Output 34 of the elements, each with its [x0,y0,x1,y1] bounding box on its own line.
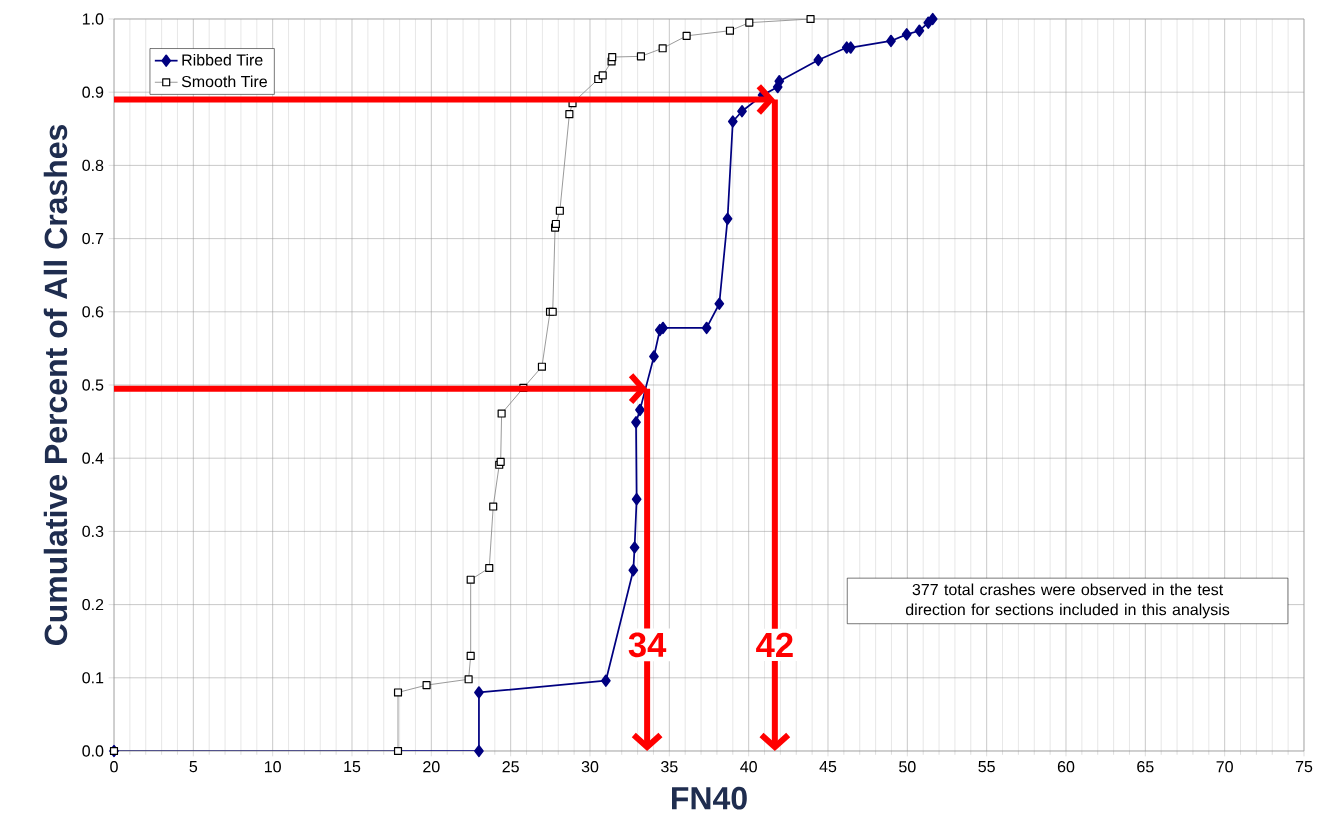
x-tick-label: 40 [740,761,757,773]
y-tick-label: 0.8 [82,159,104,172]
y-tick-label: 0.7 [82,232,104,245]
x-tick-label: 35 [661,761,678,773]
y-tick-label: 0.3 [82,525,104,538]
y-tick-label: 0.1 [82,672,104,684]
x-tick-label: 5 [189,761,198,773]
legend-label: Ribbed Tire [182,53,263,66]
y-axis-title: Cumulative Percent of All Crashes [43,124,68,646]
x-tick-label: 65 [1137,761,1154,773]
x-tick-label: 70 [1216,761,1233,773]
x-tick-label: 60 [1057,761,1075,773]
ref-line-label: 34 [628,632,667,658]
annotation: 377 total crashes were observed in the test direction for sections included in this analysis [905,583,1230,619]
y-tick-label: 1.0 [82,13,104,25]
y-tick-label: 0.6 [82,306,104,318]
y-tick-label: 0.2 [82,598,104,611]
x-tick-label: 30 [581,761,599,773]
x-tick-label: 20 [423,761,440,773]
x-tick-label: 50 [899,761,916,773]
y-tick-label: 0.5 [82,379,104,391]
x-tick-label: 25 [502,761,519,773]
x-tick-label: 45 [819,761,837,773]
y-tick-label: 0.4 [82,452,104,464]
y-tick-label: 0.9 [82,86,104,98]
legend-label: Smooth Tire [181,75,267,88]
x-tick-label: 15 [344,761,361,773]
y-tick-label: 0.0 [82,745,104,757]
x-tick-label: 75 [1295,761,1313,773]
x-axis-title: FN40 [672,786,747,810]
x-tick-label: 55 [978,761,995,773]
ref-line-label: 42 [756,632,793,657]
x-tick-label: 0 [110,761,118,773]
x-tick-label: 10 [264,761,281,773]
